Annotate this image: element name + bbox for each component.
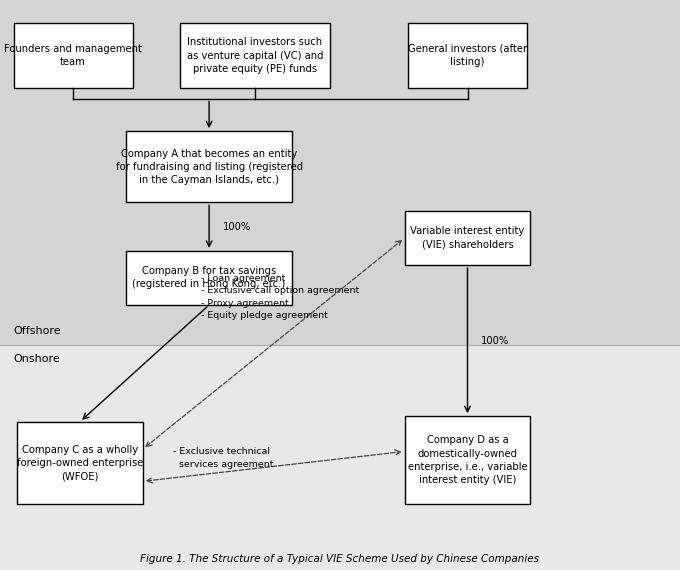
Text: 100%: 100% — [223, 222, 251, 231]
Bar — [0, 345, 680, 570]
Text: Onshore: Onshore — [14, 354, 61, 364]
Bar — [14, 23, 133, 88]
Bar — [405, 211, 530, 265]
Text: 100%: 100% — [481, 336, 509, 345]
Bar — [126, 251, 292, 305]
Bar — [408, 23, 527, 88]
Bar — [0, 0, 680, 345]
Bar — [17, 422, 143, 504]
Text: Company A that becomes an entity
for fundraising and listing (registered
in the : Company A that becomes an entity for fun… — [116, 149, 303, 185]
Bar — [126, 131, 292, 202]
Text: Company D as a
domestically-owned
enterprise, i.e., variable
interest entity (VI: Company D as a domestically-owned enterp… — [408, 435, 527, 485]
Text: - Loan agreement
- Exclusive call option agreement
- Proxy agreement
- Equity pl: - Loan agreement - Exclusive call option… — [201, 274, 359, 320]
Text: Offshore: Offshore — [14, 325, 61, 336]
Bar — [180, 23, 330, 88]
Text: General investors (after
listing): General investors (after listing) — [408, 44, 527, 67]
Text: Institutional investors such
as venture capital (VC) and
private equity (PE) fun: Institutional investors such as venture … — [187, 38, 323, 74]
Text: Company C as a wholly
foreign-owned enterprise
(WFOE): Company C as a wholly foreign-owned ente… — [17, 445, 143, 481]
Text: Company B for tax savings
(registered in Hong Kong, etc.): Company B for tax savings (registered in… — [133, 266, 286, 290]
Text: Variable interest entity
(VIE) shareholders: Variable interest entity (VIE) sharehold… — [410, 226, 525, 250]
Text: Figure 1. The Structure of a Typical VIE Scheme Used by Chinese Companies: Figure 1. The Structure of a Typical VIE… — [141, 554, 539, 564]
Bar — [405, 416, 530, 504]
Text: Founders and management
team: Founders and management team — [4, 44, 142, 67]
Text: - Exclusive technical
  services agreement: - Exclusive technical services agreement — [173, 447, 274, 469]
